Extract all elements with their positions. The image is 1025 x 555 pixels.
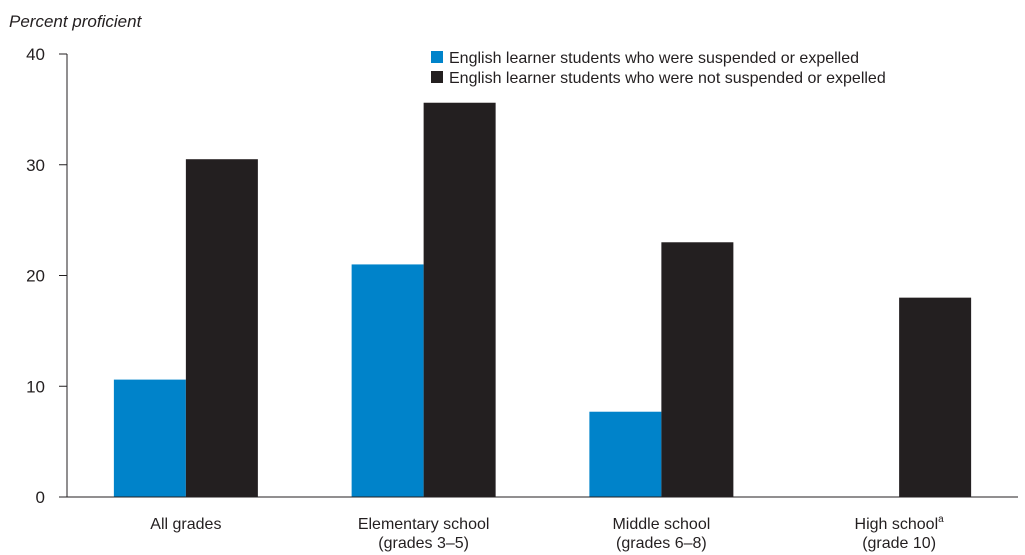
bar-series-2: [185, 159, 258, 497]
y-tick-label: 30: [26, 156, 45, 175]
legend-swatch-2: [431, 71, 443, 83]
x-axis: All grades Elementary school (grades 3–5) M…: [67, 496, 1018, 552]
legend-swatch-1: [431, 51, 443, 63]
y-tick-label: 20: [26, 267, 45, 286]
y-tick-label: 10: [26, 377, 45, 396]
x-category-sublabel: (grades 3–5): [378, 535, 469, 552]
bar-series-2: [423, 102, 496, 497]
legend: English learner students who were suspen…: [431, 50, 886, 87]
x-category-sublabel: (grade 10): [862, 535, 936, 552]
bar-series-2: [899, 297, 972, 497]
y-tick-label: 0: [36, 488, 45, 507]
x-category-sublabel: (grades 6–8): [616, 535, 707, 552]
y-axis-title: Percent proficient: [9, 12, 143, 31]
y-tick-label: 40: [26, 45, 45, 64]
x-category-label: Elementary school: [358, 516, 490, 533]
bar-series-1: [351, 264, 424, 497]
bars: [113, 102, 972, 497]
legend-label-2: English learner students who were not su…: [449, 70, 886, 87]
footnote-marker: a: [938, 514, 944, 525]
legend-label-1: English learner students who were suspen…: [449, 50, 859, 67]
bar-series-1: [113, 379, 186, 497]
x-category-label: All grades: [150, 516, 221, 533]
x-category-label: High schoola: [855, 514, 945, 533]
bar-series-1: [589, 411, 662, 497]
y-axis: 0 10 20 30 40: [26, 45, 68, 507]
bar-series-2: [661, 242, 734, 497]
x-category-label: Middle school: [612, 516, 710, 533]
